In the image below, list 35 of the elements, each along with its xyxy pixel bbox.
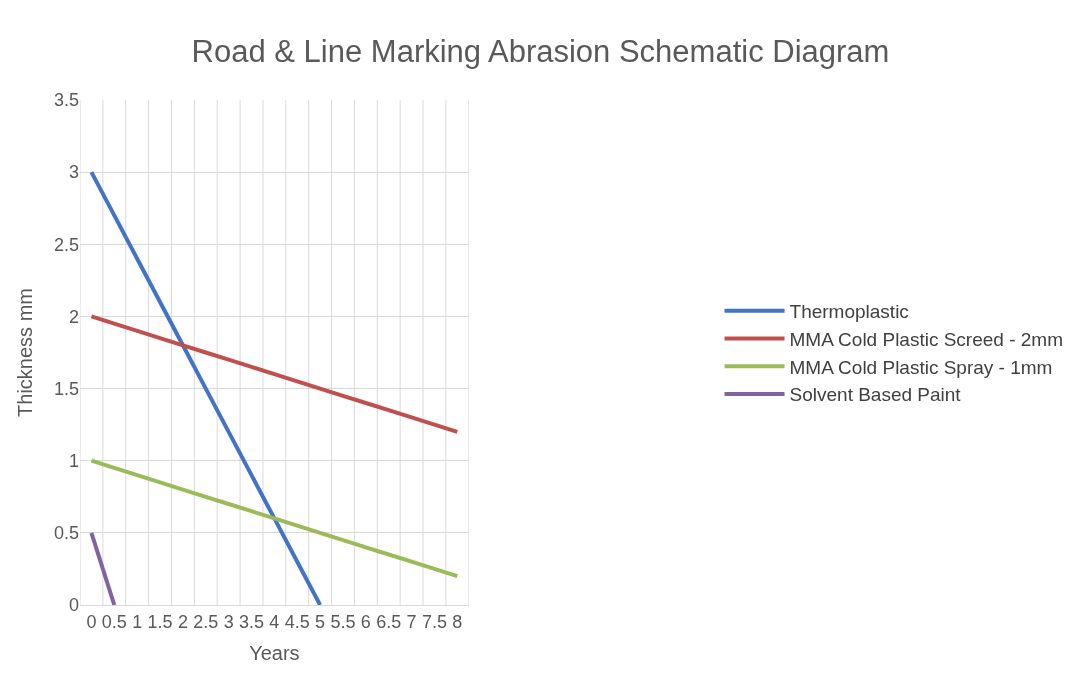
y-tick-label: 0 xyxy=(68,595,79,616)
y-tick-label: 1.5 xyxy=(53,378,79,399)
x-tick-label: 5 xyxy=(315,611,326,632)
line-series xyxy=(89,170,323,605)
y-tick-label: 3.5 xyxy=(53,90,79,111)
x-tick-label: 7 xyxy=(406,611,417,632)
x-tick-label: 4 xyxy=(269,611,280,632)
x-tick-label: 4.5 xyxy=(284,611,310,632)
x-tick-label: 8 xyxy=(452,611,463,632)
x-tick-label: 2.5 xyxy=(193,611,219,632)
y-tick-label: 2.5 xyxy=(53,234,79,255)
x-tick-label: 3 xyxy=(223,611,234,632)
text: Road & Line Marking Abrasion Schematic Diagram xyxy=(191,34,890,70)
y-tick-label: 0.5 xyxy=(53,523,79,544)
legend-label: MMA Cold Plastic Screed - 2mm xyxy=(789,328,1064,350)
x-tick-label: 6.5 xyxy=(376,611,402,632)
y-tick-label: 2 xyxy=(68,306,79,327)
x-tick-label: 0.5 xyxy=(101,611,127,632)
x-tick-label: 6 xyxy=(360,611,371,632)
x-tick-label: 7.5 xyxy=(421,611,447,632)
y-tick-label: 3 xyxy=(68,162,79,183)
x-tick-label: 0 xyxy=(86,611,97,632)
x-tick-label: 5.5 xyxy=(330,611,356,632)
x-tick-label: 1 xyxy=(132,611,143,632)
legend-label: Thermoplastic xyxy=(789,301,909,323)
y-tick-label: 1 xyxy=(68,451,79,472)
line-series xyxy=(89,458,460,579)
x-tick-label: 1.5 xyxy=(147,611,173,632)
y-axis-title: Thickness mm xyxy=(14,288,37,417)
x-axis-title: Years xyxy=(249,642,300,665)
legend-label: Solvent Based Paint xyxy=(789,384,962,406)
line-series xyxy=(89,314,460,434)
legend-label: MMA Cold Plastic Spray - 1mm xyxy=(789,356,1053,378)
x-tick-label: 3.5 xyxy=(238,611,265,632)
x-tick-label: 2 xyxy=(177,611,188,632)
